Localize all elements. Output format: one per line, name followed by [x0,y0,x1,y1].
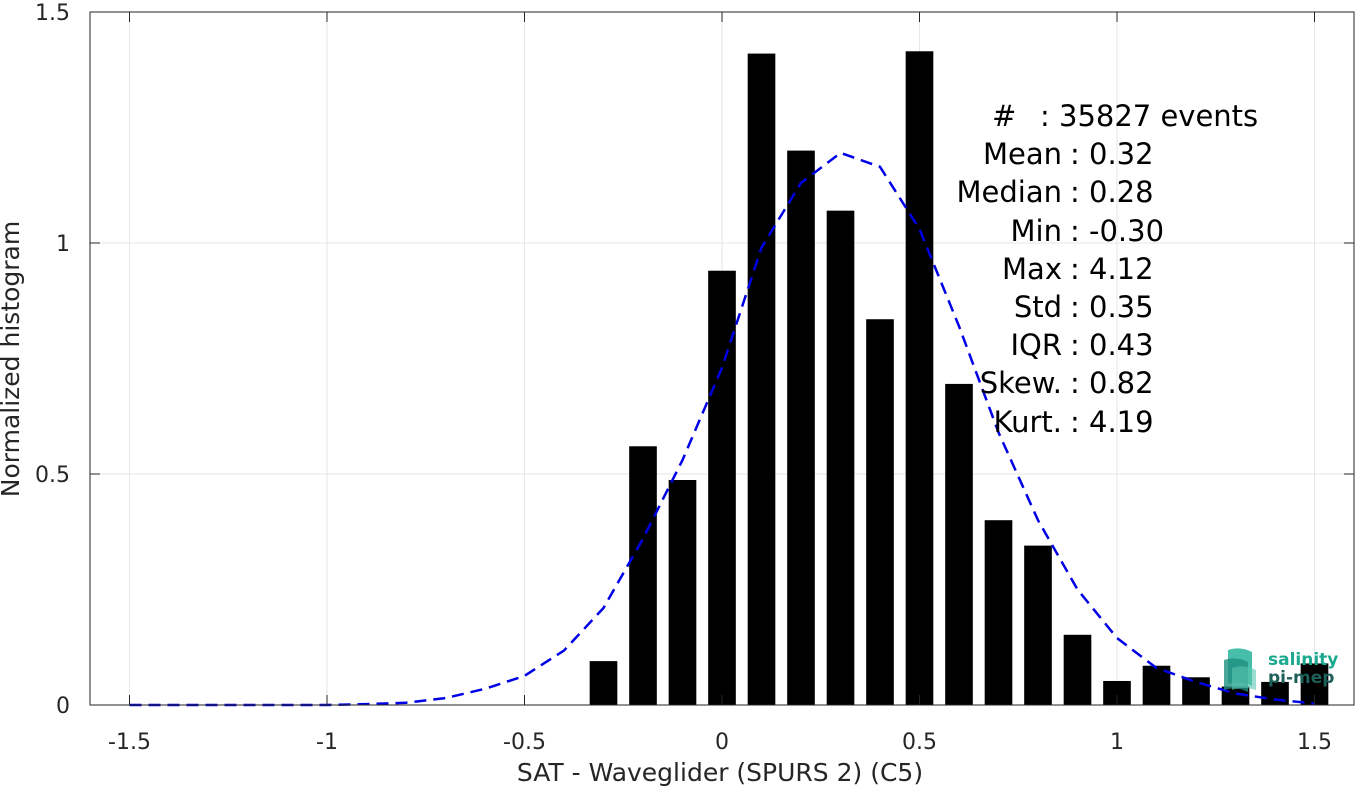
histogram-bar [747,53,776,705]
stat-label: Skew. [979,366,1062,401]
y-tick-label: 0 [56,694,70,719]
logo-text-salinity: salinity [1268,650,1339,670]
y-tick-label: 1.5 [35,1,70,26]
histogram-bar [945,383,973,705]
stat-value: : 0.43 [1070,328,1154,363]
stat-value: : 0.32 [1070,137,1154,172]
histogram-bar [905,51,934,705]
x-tick-label: -1 [316,730,338,755]
histogram-bar [787,150,815,706]
y-tick-label: 0.5 [35,463,70,488]
stat-label: Median [956,175,1062,210]
axes-box [89,11,1355,706]
stat-label: IQR [1010,328,1062,363]
salinity-pi-mep-logo: salinity pi-mep [1222,646,1352,694]
stat-label: Kurt. [993,404,1062,439]
histogram-bar [629,446,657,705]
stat-value: : 4.12 [1070,251,1154,286]
stat-value: : 35827 events [1040,99,1259,133]
histogram-bar [866,319,894,705]
x-tick-label: -1.5 [108,730,151,755]
x-tick-label: -0.5 [503,730,546,755]
stat-label: # [992,99,1017,133]
histogram-bar [984,520,1013,705]
waves-logo-icon [1224,648,1256,692]
stat-value: : 4.19 [1070,404,1154,439]
y-axis-label: Normalized histogram [0,221,25,497]
y-tick-label: 1 [56,232,70,257]
histogram-bar [589,661,618,705]
histogram-bar [1182,677,1210,705]
stat-label: Min [1010,213,1062,248]
stat-label: Std [1013,290,1062,324]
logo-text-pi-mep: pi-mep [1268,668,1335,688]
histogram-bar [1024,545,1052,705]
x-tick-label: 0.5 [902,730,937,755]
x-tick-label: 1 [1110,730,1124,755]
x-tick-label: 1.5 [1297,730,1332,755]
x-tick-label: 0 [715,730,729,755]
histogram-bar [1063,634,1092,705]
stat-value: : 0.35 [1070,290,1154,324]
histogram-bar [668,480,697,705]
stat-label: Max [1002,251,1062,286]
histogram-bars [589,51,1329,706]
stat-value: : 0.28 [1070,175,1154,210]
x-axis-label: SAT - Waveglider (SPURS 2) (C5) [517,758,923,787]
histogram-bar [826,210,855,705]
histogram-bar [708,270,736,705]
stat-value: : -0.30 [1070,213,1165,248]
stat-value: : 0.82 [1070,366,1154,401]
tick-labels: -1.5 -1 -0.5 0 0.5 1 1.5 0 0.5 1 1.5 [35,1,1332,755]
stat-label: Mean [982,137,1062,172]
